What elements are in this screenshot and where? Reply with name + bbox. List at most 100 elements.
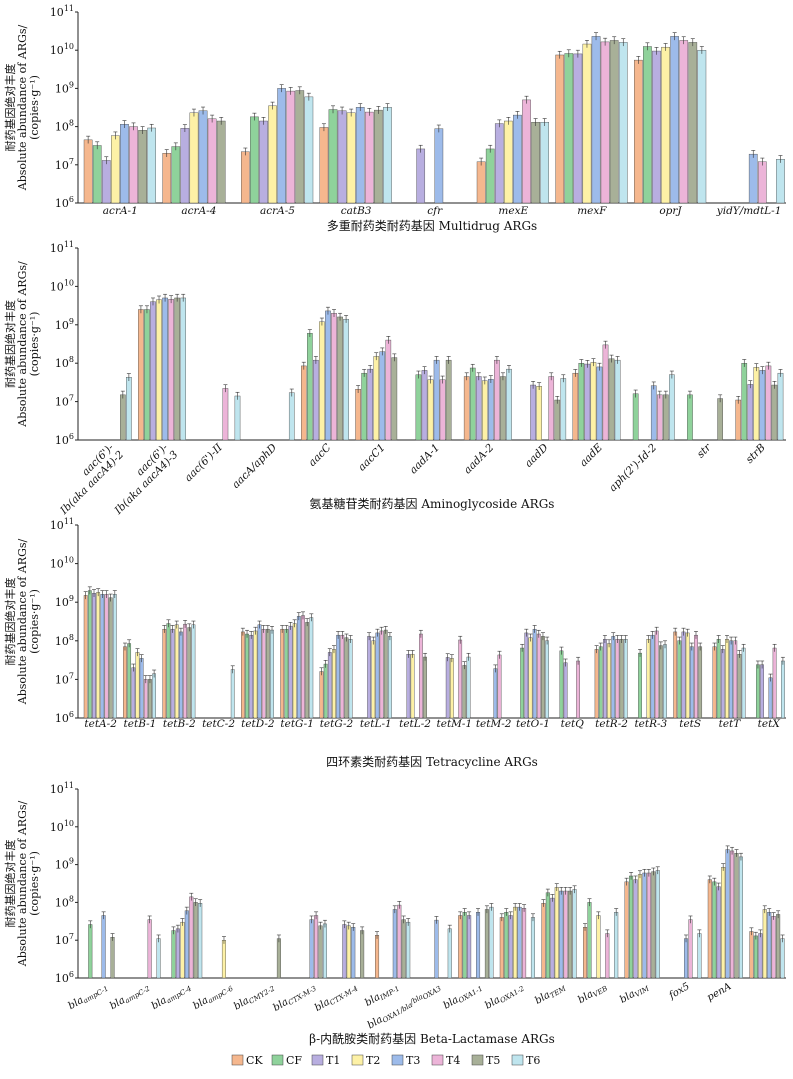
y-axis-title-line2: Absolute abundance of ARGs/ — [16, 261, 29, 428]
bar-CF — [171, 146, 181, 204]
bar-CF — [756, 664, 760, 719]
bar-T4 — [314, 915, 319, 979]
bar-CF — [504, 912, 509, 979]
y-tick-label: 109 — [55, 594, 74, 609]
bar-T1 — [249, 634, 254, 719]
bar-T3 — [670, 36, 679, 204]
bar-CF — [245, 633, 249, 719]
bar-T3 — [488, 379, 494, 441]
panel-title: 多重耐药类耐药基因 Multidrug ARGs — [327, 219, 537, 233]
bar-CF — [587, 902, 592, 979]
y-axis-title: 耐药基因绝对丰度 Absolute abundance of ARGs/(copi… — [3, 800, 41, 967]
bar-T5 — [120, 394, 126, 441]
bar-T4 — [104, 594, 109, 719]
y-tick-label: 106 — [55, 195, 74, 210]
y-tick-label: 108 — [55, 894, 74, 909]
bar-T6 — [669, 374, 675, 441]
x-tick-label: aadE — [577, 441, 605, 469]
bar-T4 — [765, 365, 772, 441]
bar-T2 — [96, 592, 101, 719]
bar-T2 — [582, 43, 592, 204]
bar-T5 — [110, 937, 115, 979]
bar-CK — [162, 153, 172, 204]
bar-CF — [307, 333, 313, 441]
x-tick-label: aac(6')-II — [182, 441, 225, 484]
bar-T3 — [120, 124, 129, 204]
x-tick-label-line1: aacA/aphD — [230, 441, 280, 491]
bar-T1 — [760, 664, 764, 719]
bar-CF — [598, 646, 603, 719]
x-tick-label: tetB-1 — [124, 718, 157, 730]
bar-CF — [323, 663, 328, 719]
bar-T2 — [292, 623, 297, 719]
y-tick-label: 106 — [55, 710, 74, 725]
bar-T3 — [379, 351, 386, 441]
bar-CF — [166, 623, 171, 719]
bar-CK — [634, 59, 643, 204]
bar-T3 — [325, 310, 331, 441]
bar-T4 — [733, 640, 738, 719]
y-axis-title-line3: (copies·g⁻¹) — [28, 312, 41, 377]
bar-T5 — [609, 40, 619, 204]
y-tick-label: 108 — [55, 119, 74, 134]
x-tick-label: tetL-2 — [399, 718, 431, 730]
bar-T3 — [748, 153, 758, 204]
bar-T4 — [419, 633, 423, 719]
y-axis-title-line1: 耐药基因绝对丰度 — [3, 578, 17, 666]
bar-T4 — [656, 394, 663, 441]
bar-T6 — [304, 96, 314, 204]
bar-T6 — [191, 624, 196, 719]
y-tick-label: 106 — [55, 970, 74, 985]
bar-T6 — [781, 660, 785, 719]
bar-CK — [240, 631, 245, 719]
bar-T2 — [685, 632, 690, 719]
bar-T6 — [309, 617, 314, 719]
bar-T5 — [734, 853, 739, 979]
bar-T6 — [383, 107, 392, 204]
x-tick-label-line1: aadA-2 — [462, 441, 497, 476]
bar-T4 — [397, 904, 402, 979]
y-tick-label: 1010 — [50, 556, 74, 571]
x-tick-label: tetA-2 — [84, 718, 117, 730]
bar-T5 — [337, 316, 343, 441]
x-tick-label: tetM-2 — [476, 718, 512, 730]
bar-T4 — [654, 630, 659, 719]
bar-T2 — [111, 135, 120, 204]
y-tick-label: 109 — [55, 857, 74, 872]
bar-T3 — [198, 110, 208, 204]
bar-CF — [328, 109, 338, 204]
bar-T3 — [768, 677, 773, 719]
y-axis-title-line2: Absolute abundance of ARGs/ — [16, 538, 29, 705]
x-tick-label-line1: aadE — [577, 441, 605, 469]
x-tick-label: aacC — [306, 442, 333, 469]
x-tick-label: blaampC-4 — [150, 985, 193, 1013]
bar-CF — [87, 590, 92, 719]
x-tick-label: tetD-2 — [241, 718, 275, 730]
bar-T6 — [697, 50, 707, 204]
bar-T4 — [222, 388, 229, 441]
bar-CF — [629, 875, 634, 979]
bar-T1 — [131, 667, 136, 719]
bar-T2 — [596, 915, 601, 979]
x-tick-label: acrA-1 — [103, 205, 138, 217]
bar-T5 — [344, 637, 349, 719]
bar-T5 — [771, 384, 778, 441]
bar-T3 — [650, 385, 657, 441]
bar-T5 — [619, 639, 624, 719]
x-tick-label: tetM-1 — [437, 718, 473, 730]
bar-T5 — [717, 398, 723, 441]
bar-T5 — [108, 597, 113, 719]
bar-T1 — [327, 652, 332, 719]
x-tick-label-text: blaVIM — [618, 981, 651, 1007]
x-tick-label: blaampC-1 — [67, 985, 110, 1013]
bar-T1 — [367, 368, 374, 441]
bar-CF — [485, 148, 495, 204]
legend-swatch-T2 — [351, 1054, 364, 1066]
bar-T3 — [434, 128, 444, 204]
bar-CF — [127, 643, 132, 719]
bar-T1 — [445, 657, 450, 719]
y-tick-label: 1011 — [50, 4, 74, 19]
bar-T3 — [309, 919, 314, 979]
bar-T5 — [305, 622, 310, 719]
y-tick-label: 108 — [55, 633, 74, 648]
